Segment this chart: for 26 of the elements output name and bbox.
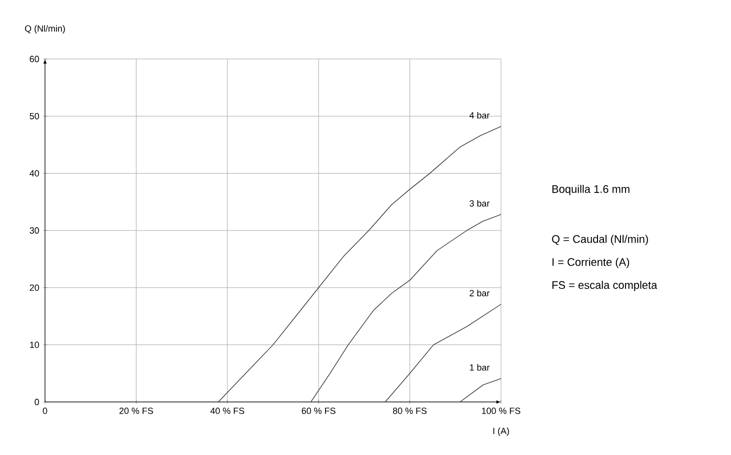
y-tick-label: 40	[30, 170, 40, 176]
series-label: 4 bar	[469, 112, 490, 119]
y-tick-label: 50	[30, 112, 40, 120]
text: Q = Caudal (Nl/min)	[552, 234, 648, 246]
line-series	[384, 304, 502, 402]
y-tick-label: 60	[30, 56, 40, 62]
series-label: 3 bar	[470, 200, 490, 207]
y-tick-label: 0	[34, 398, 40, 406]
x-axis-title: I (A)	[493, 428, 509, 436]
y-tick-label: 10	[30, 342, 40, 348]
x-tick-label: 100 % FS	[482, 408, 520, 414]
y-axis-title: Q (Nl/min)	[25, 25, 65, 34]
text: FS = escala completa	[552, 280, 658, 292]
text: I = Corriente (A)	[552, 258, 630, 268]
x-tick-label: 0	[42, 408, 48, 414]
x-tick-label: 80 % FS	[393, 408, 427, 414]
line-series	[310, 214, 502, 402]
text: Boquilla 1.6 mm	[552, 184, 630, 196]
series-label: 1 bar	[470, 364, 490, 371]
y-tick-label: 30	[30, 227, 40, 234]
line-series	[218, 126, 502, 402]
series-label: 2 bar	[470, 290, 490, 296]
x-tick-label: 60 % FS	[302, 408, 336, 414]
x-tick-label: 40 % FS	[210, 408, 244, 414]
y-tick-label: 20	[30, 284, 40, 291]
x-tick-label: 20 % FS	[119, 408, 153, 414]
